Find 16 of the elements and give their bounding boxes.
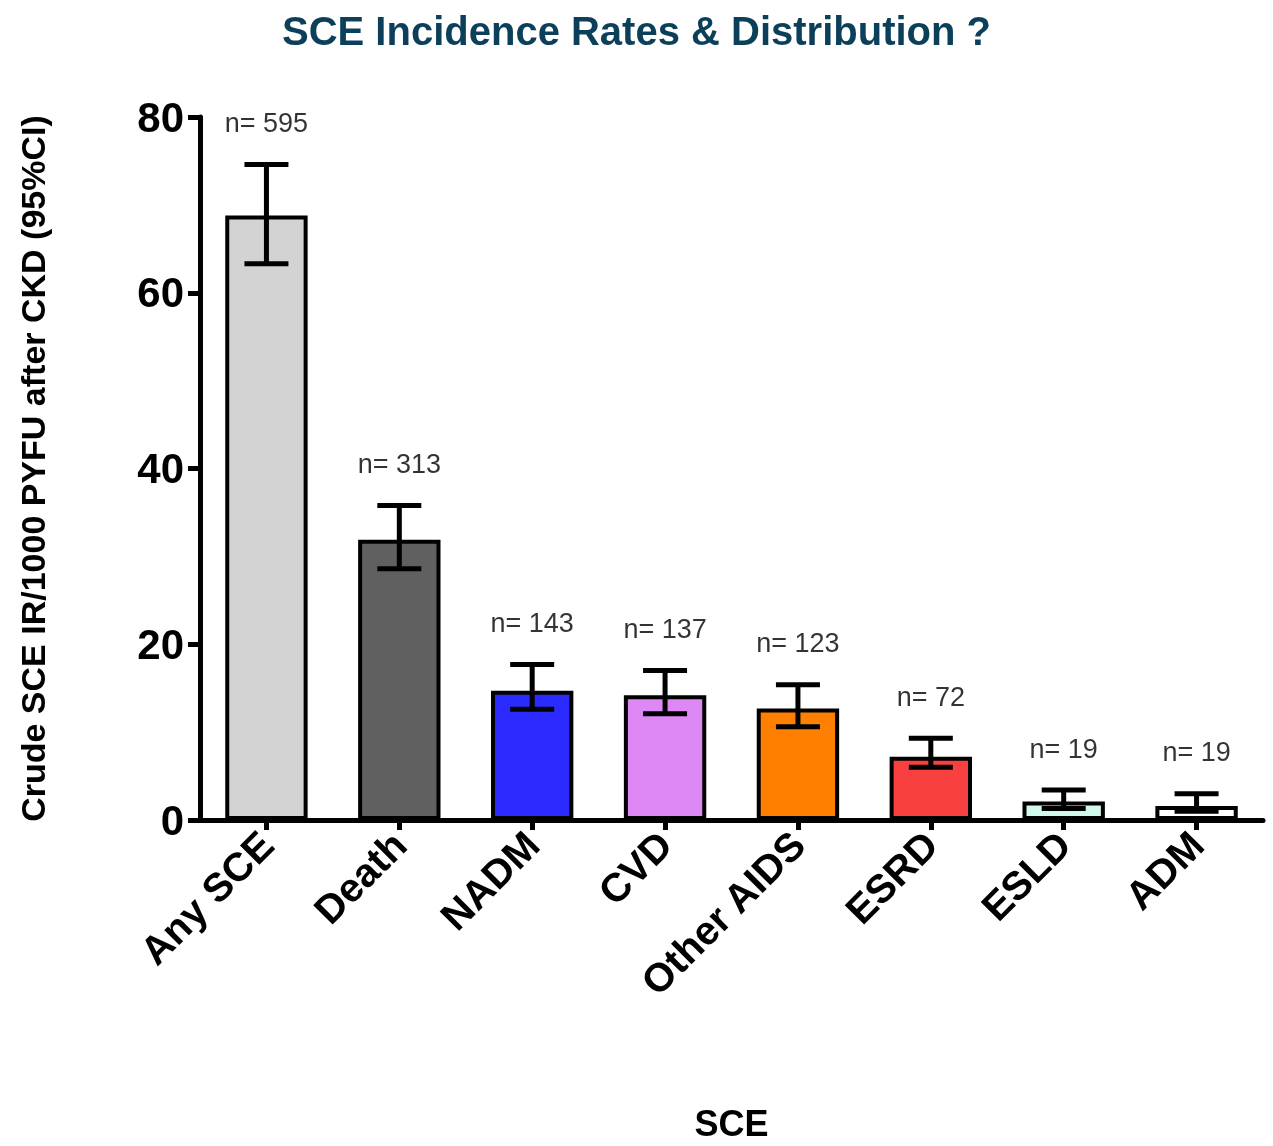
y-tick-label: 0 xyxy=(160,796,184,844)
y-axis-title: Crude SCE IR/1000 PYFU after CKD (95%CI) xyxy=(14,115,52,822)
annotation: n= 123 xyxy=(756,628,840,659)
x-axis-title: SCE xyxy=(694,1102,769,1144)
annotation: n= 19 xyxy=(1029,733,1098,764)
y-tick-label: 40 xyxy=(137,445,184,492)
annotation: n= 313 xyxy=(357,448,441,479)
chart-title: SCE Incidence Rates & Distribution ? xyxy=(281,9,992,53)
annotation: n= 143 xyxy=(490,607,574,638)
annotation: n= 19 xyxy=(1162,737,1231,768)
y-tick-label: 80 xyxy=(137,93,184,141)
annotation: n= 137 xyxy=(623,614,707,645)
y-tick-label: 20 xyxy=(137,620,184,668)
y-tick-label: 60 xyxy=(137,269,184,317)
annotation: n= 595 xyxy=(224,107,309,138)
annotation: n= 72 xyxy=(896,681,965,712)
